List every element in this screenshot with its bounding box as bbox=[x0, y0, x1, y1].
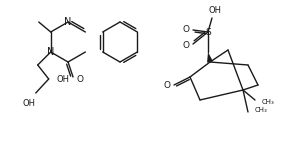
Text: OH: OH bbox=[22, 99, 35, 107]
Text: S: S bbox=[205, 28, 211, 37]
Text: OH: OH bbox=[208, 5, 221, 15]
Text: N: N bbox=[64, 17, 72, 27]
Text: O: O bbox=[76, 74, 83, 83]
Text: N: N bbox=[47, 47, 54, 57]
Polygon shape bbox=[207, 52, 213, 63]
Text: CH₃: CH₃ bbox=[262, 99, 275, 105]
Text: CH₃: CH₃ bbox=[255, 107, 268, 113]
Text: O: O bbox=[182, 41, 190, 49]
Text: O: O bbox=[164, 82, 170, 90]
Text: OH: OH bbox=[56, 74, 69, 83]
Text: O: O bbox=[182, 25, 190, 33]
